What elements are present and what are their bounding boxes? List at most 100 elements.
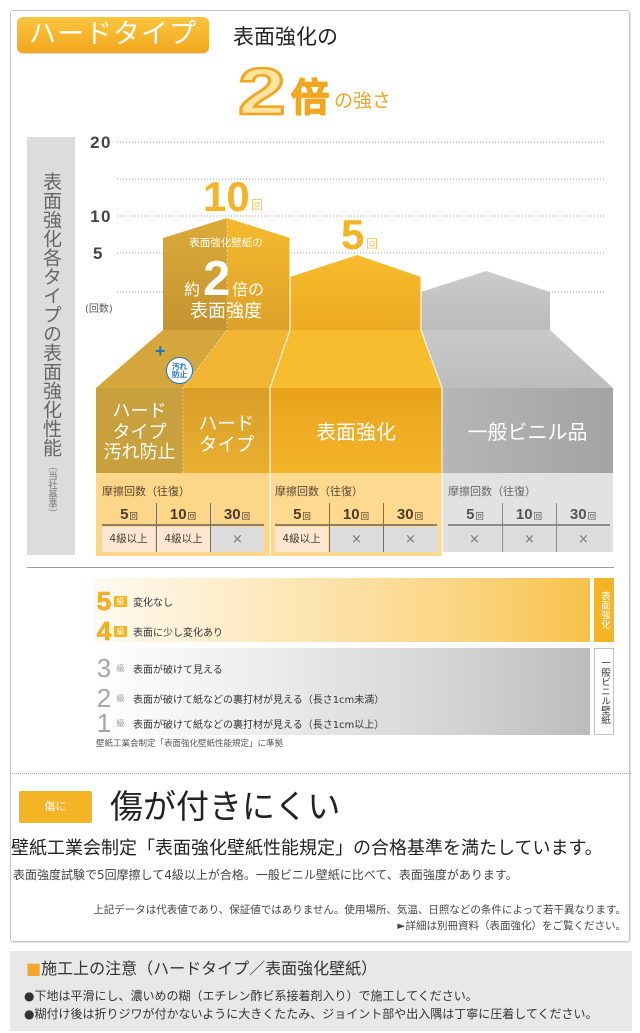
header-unit: 回 [587, 512, 597, 522]
feature-headline: 壁紙工業会制定「表面強化壁紙性能規定」の合格基準を満たしています。 [11, 838, 603, 859]
header-count: 30 [569, 506, 587, 523]
feature-reference: ►詳細は別冊資料（表面強化）をご覧ください。 [397, 920, 626, 932]
grade-unit: 級 [114, 595, 127, 607]
table-divider [329, 503, 330, 552]
grade-side-label-pass: 表面強化 [594, 578, 614, 642]
header-count: 10 [342, 506, 360, 523]
abrasion-table-surface: 摩擦回数（往復） 5回 10回 30回 4級以上 × × [270, 473, 442, 556]
y-tick-20: 20 [90, 133, 112, 152]
column-label-hard-stain: ハード タイプ 汚れ防止 [96, 401, 183, 464]
bar-vinyl-upper [421, 271, 550, 330]
grade-side-pass-text: 表面強化 [599, 591, 610, 629]
header-unit: 回 [302, 512, 311, 522]
grade-side-label-fail: 一般ビニル壁紙 [594, 648, 614, 735]
bar-surface-front [270, 388, 442, 473]
grade-row-4: 4 級 表面に少し変化あり [95, 618, 223, 645]
grade-number: 5 [96, 586, 112, 616]
plus-icon: + [155, 341, 166, 361]
bar-surface-floor [270, 330, 442, 388]
y-tick-10: 10 [90, 207, 112, 226]
notice-title: ■施工上の注意（ハードタイプ／表面強化壁紙） [26, 959, 377, 979]
grade-description: 表面が破けて紙などの裏打材が見える（長さ1cm未満） [133, 694, 385, 706]
table-divider [556, 503, 557, 552]
stain-badge-line1: 汚れ [172, 361, 187, 371]
column-label-line: ハード [112, 401, 167, 422]
table-result-cell: × [557, 527, 610, 552]
table-result-cell: 4級以上 [157, 527, 210, 552]
column-label-line: ハード [198, 414, 255, 435]
headline-top: 表面強化の [233, 25, 338, 49]
section-divider [27, 567, 614, 568]
header-unit: 回 [414, 512, 424, 522]
header-unit: 回 [360, 512, 370, 522]
square-marker-icon: ■ [26, 959, 42, 978]
chart-side-panel [27, 137, 75, 555]
grade-row-5: 5 級 変化なし [95, 586, 173, 616]
notice-bullet: ●下地は平滑にし、濃いめの糊（エチレン酢ビ系接着剤入り）で施工してください。 [24, 989, 478, 1003]
divider-hard-split [182, 218, 228, 473]
header-count: 5 [293, 506, 302, 523]
table-header-cell: 30回 [383, 503, 437, 524]
header-unit: 回 [129, 512, 138, 522]
chart-side-title: 表面強化各タイプの表面強化性能 [40, 172, 62, 457]
header-unit: 回 [241, 512, 251, 522]
column-label-line: 汚れ防止 [103, 442, 176, 463]
surface-peak-unit: 回 [366, 237, 379, 251]
grade-footnote: 壁紙工業会制定「表面強化壁紙性能規定」に準拠 [96, 739, 284, 749]
table-result-cell: × [448, 527, 501, 552]
table-header-cell: 5回 [448, 503, 502, 524]
table-rule [275, 524, 437, 526]
grade-row-3: 3 級 表面が破けて見える [95, 655, 223, 681]
column-label-vinyl: 一般ビニル品 [467, 420, 588, 444]
bar-hard-floor [183, 330, 290, 388]
grade-description: 変化なし [133, 597, 173, 609]
table-header-cell: 30回 [210, 503, 264, 524]
chart-side-note: （当社基準） [46, 461, 57, 518]
hard-peak-value: 10 [203, 173, 250, 220]
headline-suffix: の強さ [334, 90, 392, 112]
construction-notice-box [10, 951, 632, 1031]
bar-hard-stain-upper [163, 218, 227, 330]
table-result-cell: × [503, 527, 556, 552]
table-divider [210, 503, 211, 552]
table-divider [502, 503, 503, 552]
table-rule [448, 524, 610, 526]
y-axis-unit: (回数) [85, 304, 113, 315]
callout-suffix: 倍の [232, 280, 265, 299]
type-badge: ハードタイプ [17, 17, 209, 53]
callout-number: 2 [203, 252, 231, 306]
grade-description: 表面に少し変化あり [133, 627, 223, 639]
grade-band-pass [93, 578, 590, 642]
table-divider [156, 503, 157, 552]
table-title: 摩擦回数（往復） [275, 485, 363, 498]
table-header-cell: 30回 [556, 503, 610, 524]
divider-hard-surface [269, 238, 291, 556]
grade-band-fail [93, 648, 590, 735]
feature-description: 表面強度試験で5回摩擦して4級以上が合格。一般ビニル壁紙に比べて、表面強度があり… [13, 868, 518, 882]
feature-disclaimer: 上記データは代表値であり、保証値ではありません。使用場所、気温、日照などの条件に… [93, 904, 626, 916]
stain-prevention-badge: 汚れ 防止 [166, 357, 193, 384]
table-header-cell: 5回 [275, 503, 329, 524]
column-label-surface: 表面強化 [316, 420, 396, 444]
bar-hard-stain-floor [96, 330, 227, 388]
feature-badge: 傷に [19, 791, 92, 823]
table-result-cell: × [384, 527, 437, 552]
grade-side-fail-text: 一般ビニル壁紙 [599, 658, 610, 725]
table-result-cell: 4級以上 [275, 527, 328, 552]
abrasion-table-vinyl: 摩擦回数（往復） 5回 10回 30回 × × × [442, 473, 613, 556]
grade-row-1: 1 級 表面が破けて紙などの裏打材が見える（長さ1cm以上） [95, 710, 385, 736]
table-header-cell: 10回 [329, 503, 383, 524]
notice-bullet: ●糊付け後は折りジワが付かないように大きくたたみ、ジョイント部や出入隅は丁寧に圧… [24, 1007, 598, 1021]
table-title: 摩擦回数（往復） [448, 485, 536, 498]
feature-title: 傷が付きにくい [110, 787, 341, 826]
callout-line1: 表面強化壁紙の [189, 237, 263, 249]
y-tick-5: 5 [93, 244, 104, 263]
table-result-cell: × [330, 527, 383, 552]
surface-peak-value: 5 [341, 211, 365, 258]
table-rule [102, 524, 264, 526]
callout-line3: 表面強度 [190, 301, 262, 322]
header-unit: 回 [475, 512, 484, 522]
callout-prefix: 約 [184, 280, 201, 299]
header-count: 30 [396, 506, 414, 523]
bar-hard-upper [227, 218, 290, 330]
